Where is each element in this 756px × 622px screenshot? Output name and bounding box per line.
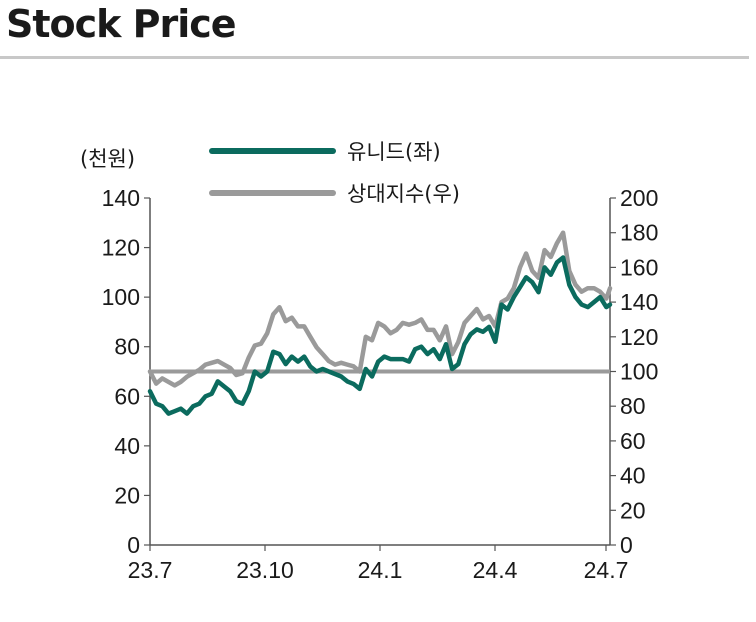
y-left-tick-label: 40 bbox=[114, 433, 140, 459]
y-right-tick-label: 80 bbox=[620, 393, 646, 419]
y-right-tick-label: 40 bbox=[620, 463, 646, 489]
series-line-unid bbox=[147, 255, 613, 416]
y-right-tick-label: 140 bbox=[620, 289, 658, 315]
x-tick-label: 24.4 bbox=[473, 557, 518, 583]
y-left-tick-label: 20 bbox=[114, 482, 140, 508]
y-left-tick-label: 80 bbox=[114, 334, 140, 360]
y-left-tick-label: 0 bbox=[127, 532, 140, 558]
x-tick-label: 24.7 bbox=[584, 557, 629, 583]
page-title: Stock Price bbox=[6, 2, 237, 46]
legend-label: 유니드(좌) bbox=[347, 140, 441, 164]
y-left-unit-label: (천원) bbox=[80, 147, 135, 171]
legend-label: 상대지수(우) bbox=[347, 182, 460, 206]
x-tick-label: 23.7 bbox=[128, 557, 173, 583]
title-divider bbox=[0, 56, 749, 59]
y-right-tick-label: 60 bbox=[620, 428, 646, 454]
y-left-tick-label: 120 bbox=[102, 235, 140, 261]
y-right-tick-label: 0 bbox=[620, 532, 633, 558]
y-right-tick-label: 160 bbox=[620, 254, 658, 280]
y-left-tick-label: 60 bbox=[114, 383, 140, 409]
y-right-tick-label: 180 bbox=[620, 220, 658, 246]
y-right-tick-label: 20 bbox=[620, 497, 646, 523]
y-right-tick-label: 120 bbox=[620, 324, 658, 350]
x-tick-label: 24.1 bbox=[358, 557, 403, 583]
y-left-tick-label: 100 bbox=[102, 284, 140, 310]
y-right-tick-label: 100 bbox=[620, 359, 658, 385]
series-line-relative-index bbox=[147, 230, 613, 388]
y-right-tick-label: 200 bbox=[620, 185, 658, 211]
x-tick-label: 23.10 bbox=[236, 557, 294, 583]
y-left-tick-label: 140 bbox=[102, 185, 140, 211]
